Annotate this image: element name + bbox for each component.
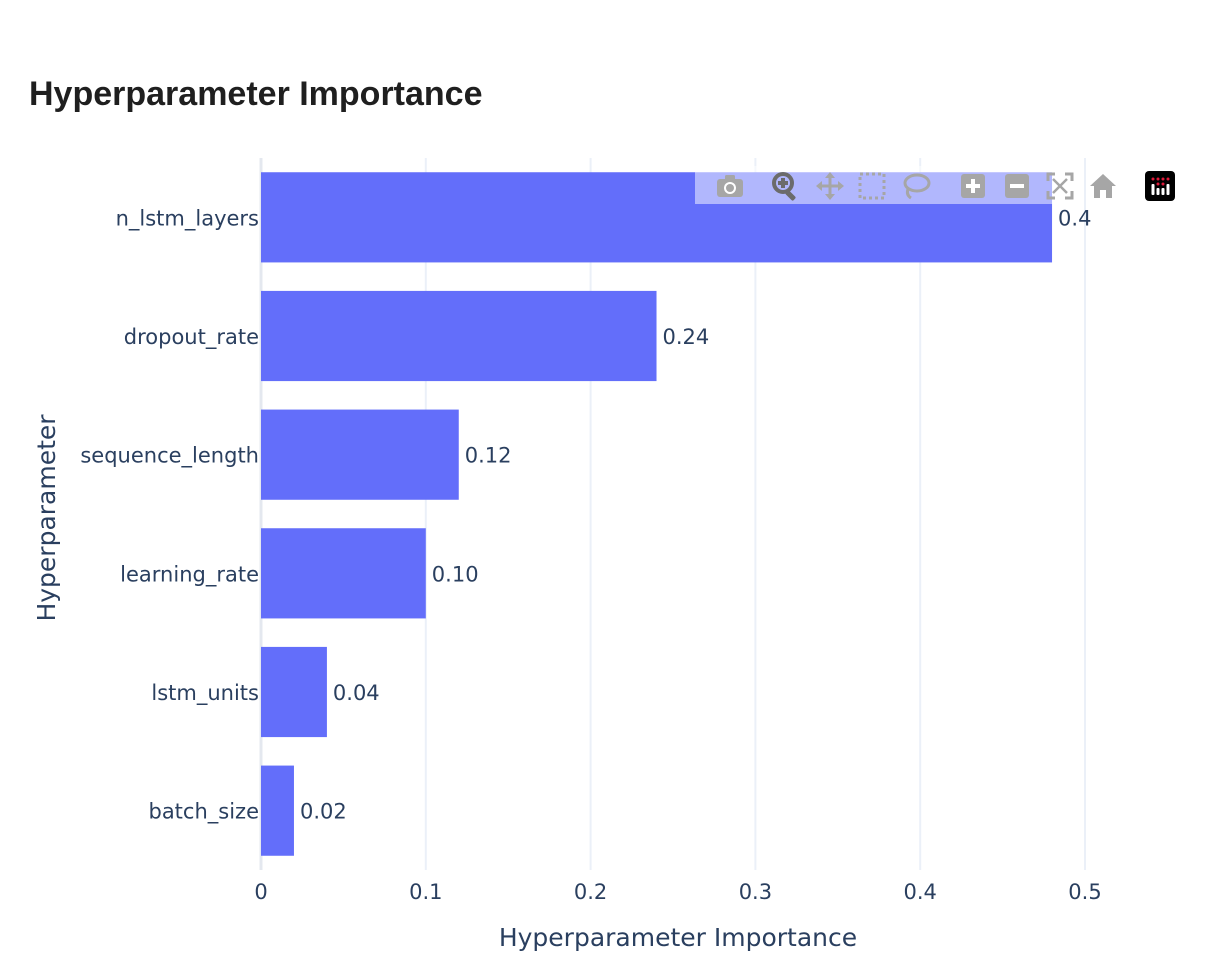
bar-learning_rate[interactable]: [261, 528, 426, 619]
y-tick-labels: n_lstm_layers dropout_rate sequence_length…: [80, 206, 259, 824]
box-select-icon[interactable]: [857, 171, 887, 201]
pan-icon[interactable]: [815, 171, 845, 201]
x-tick-label: 0.2: [574, 880, 607, 904]
lasso-select-icon[interactable]: [901, 171, 931, 201]
data-label: 0.24: [663, 325, 710, 349]
chart-title: Hyperparameter Importance: [29, 75, 483, 113]
bar-batch_size[interactable]: [261, 765, 294, 856]
y-tick-label: dropout_rate: [124, 325, 259, 350]
x-tick-label: 0.4: [903, 880, 936, 904]
bars: [261, 172, 1053, 856]
y-tick-label: n_lstm_layers: [116, 206, 259, 231]
zoom-out-icon[interactable]: [1002, 171, 1032, 201]
reset-axes-icon[interactable]: [1088, 171, 1118, 201]
x-tick-label: 0: [254, 880, 267, 904]
bar-sequence_length[interactable]: [261, 409, 459, 500]
x-tick-label: 0.1: [409, 880, 442, 904]
gridlines: [259, 158, 1086, 870]
data-labels: 0.4 0.24 0.12 0.10 0.04 0.02: [300, 206, 1091, 823]
data-label: 0.12: [465, 444, 512, 468]
bar-lstm_units[interactable]: [261, 646, 327, 738]
x-tick-label: 0.3: [739, 880, 772, 904]
data-label: 0.4: [1058, 206, 1091, 230]
zoom-in-icon[interactable]: [958, 171, 988, 201]
y-tick-label: sequence_length: [80, 444, 259, 469]
data-label: 0.04: [333, 681, 380, 705]
data-label: 0.02: [300, 800, 347, 824]
autoscale-icon[interactable]: [1045, 171, 1075, 201]
y-axis-title: Hyperparameter: [32, 414, 61, 622]
y-tick-label: lstm_units: [151, 681, 259, 706]
modebar: [695, 166, 1185, 204]
plotly-logo-icon[interactable]: [1145, 171, 1175, 201]
x-tick-label: 0.5: [1068, 880, 1101, 904]
zoom-icon[interactable]: [771, 171, 801, 201]
data-label: 0.10: [432, 562, 479, 586]
x-tick-labels: 0 0.1 0.2 0.3 0.4 0.5: [254, 880, 1101, 904]
y-tick-label: batch_size: [148, 800, 259, 825]
y-tick-label: learning_rate: [120, 562, 259, 587]
x-axis-title: Hyperparameter Importance: [499, 923, 857, 952]
camera-icon[interactable]: [715, 171, 745, 201]
bar-dropout_rate[interactable]: [261, 290, 657, 382]
